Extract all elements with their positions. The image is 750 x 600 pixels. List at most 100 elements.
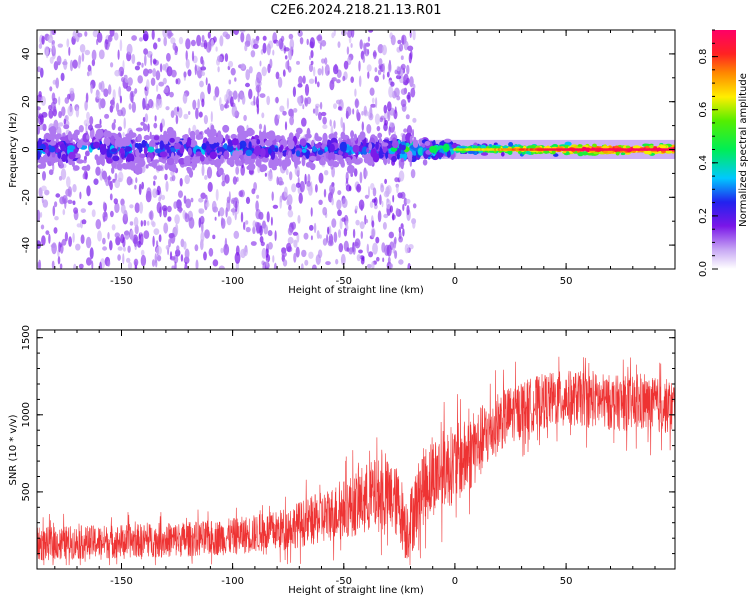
heatmap-speckle [77,32,83,38]
heatmap-speckle [412,30,416,41]
heatmap-speckle [364,219,369,224]
heatmap-speckle [95,219,102,230]
heatmap-speckle [245,226,251,233]
heatmap-speckle [284,55,288,60]
y-tick-label: 1500 [21,325,32,350]
heatmap-speckle [164,86,169,94]
heatmap-cell [274,147,279,153]
heatmap-speckle [245,69,250,81]
heatmap-speckle [258,123,263,130]
heatmap-speckle [53,61,59,71]
heatmap-speckle [68,46,71,57]
heatmap-speckle [240,211,244,223]
heatmap-cell [182,134,187,139]
heatmap-speckle [107,232,110,240]
heatmap-speckle [315,254,321,265]
heatmap-speckle [98,97,102,110]
y-tick-label: 1000 [21,402,32,427]
heatmap-speckle [259,60,262,67]
heatmap-cell [480,152,489,156]
heatmap-speckle [282,110,287,116]
heatmap-speckle [392,194,395,203]
heatmap-speckle [245,220,249,225]
heatmap-speckle [396,65,401,72]
heatmap-speckle [41,35,45,45]
heatmap-speckle [225,207,228,218]
heatmap-speckle [152,68,157,77]
heatmap-speckle [250,241,257,246]
heatmap-cell [472,145,477,149]
heatmap-speckle [184,248,190,260]
heatmap-cell [518,150,522,154]
heatmap-cell [391,155,397,163]
heatmap-speckle [55,193,61,198]
heatmap-speckle [371,228,375,238]
heatmap-cell [659,145,667,149]
heatmap-speckle [84,49,91,56]
heatmap-cell [436,152,444,158]
heatmap-speckle [362,256,365,262]
heatmap-speckle [166,66,173,77]
heatmap-speckle [224,237,228,250]
heatmap-cell [392,137,397,143]
heatmap-speckle [171,69,177,78]
heatmap-speckle [140,254,147,267]
heatmap-cell [183,155,191,166]
heatmap-speckle [98,49,105,60]
heatmap-speckle [185,198,192,209]
heatmap-speckle [75,106,80,118]
heatmap-speckle [321,40,327,47]
heatmap-speckle [174,261,177,269]
heatmap-speckle [325,261,331,266]
heatmap-speckle [371,261,375,269]
heatmap-cell [76,159,84,164]
heatmap-speckle [195,107,199,120]
heatmap-cell [256,138,261,145]
spectrogram-ticks: -150 -100 -50 0 50 -40 -20 0 20 40 [21,29,675,287]
heatmap-speckle [370,103,376,108]
heatmap-cell [267,147,272,155]
heatmap-cell [205,141,210,147]
heatmap-speckle [134,88,138,94]
colorbar-label: Normalized spectral amplitude [738,73,749,227]
heatmap-speckle [366,124,372,134]
heatmap-speckle [358,75,362,88]
heatmap-speckle [375,97,378,109]
heatmap-cell [99,146,107,155]
heatmap-cell [406,150,413,160]
heatmap-speckle [271,191,274,201]
heatmap-speckle [141,181,145,190]
heatmap-speckle [127,245,131,253]
heatmap-speckle [358,249,363,254]
heatmap-speckle [267,172,273,182]
heatmap-cell [95,128,104,139]
heatmap-speckle [173,201,178,210]
heatmap-speckle [352,244,356,255]
heatmap-cell [38,137,43,146]
heatmap-speckle [109,105,114,113]
heatmap-speckle [37,106,41,111]
heatmap-speckle [143,230,150,240]
heatmap-speckle [295,182,301,188]
heatmap-speckle [133,216,139,228]
heatmap-speckle [329,79,335,91]
heatmap-cell [551,150,556,155]
heatmap-speckle [393,238,397,249]
heatmap-cell [339,141,347,152]
heatmap-speckle [205,41,212,53]
heatmap-cell [295,150,301,157]
heatmap-speckle [155,102,158,108]
heatmap-speckle [333,120,336,129]
heatmap-speckle [127,262,133,269]
heatmap-speckle [81,219,87,225]
heatmap-cell [248,141,252,150]
heatmap-speckle [310,207,313,217]
heatmap-speckle [121,77,125,83]
heatmap-speckle [384,119,388,126]
heatmap-speckle [248,66,253,74]
heatmap-speckle [215,46,218,52]
heatmap-speckle [366,243,369,254]
heatmap-speckle [335,99,342,105]
heatmap-speckle [331,218,337,228]
heatmap-speckle [183,241,187,250]
